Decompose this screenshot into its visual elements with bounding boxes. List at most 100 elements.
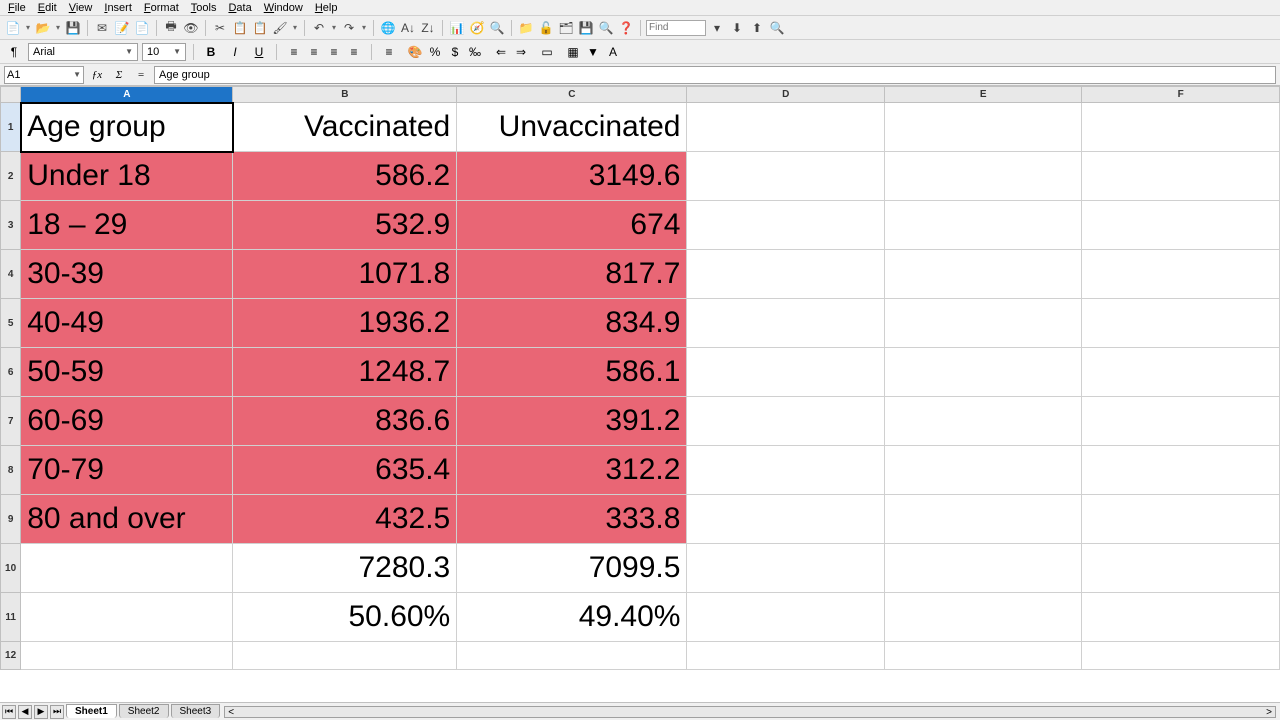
row-header-10[interactable]: 10 — [1, 544, 21, 593]
toolbar-btn-7[interactable]: 👁 — [182, 19, 200, 37]
cell-E2[interactable] — [884, 152, 1082, 201]
cell-C6[interactable]: 586.1 — [457, 348, 687, 397]
row-header-2[interactable]: 2 — [1, 152, 21, 201]
toolbar-btn-3[interactable]: ✉ — [93, 19, 111, 37]
cell-F9[interactable] — [1082, 495, 1280, 544]
cell-F6[interactable] — [1082, 348, 1280, 397]
cell-A1[interactable]: Age group — [21, 103, 233, 152]
cell-D1[interactable] — [687, 103, 885, 152]
cell-D2[interactable] — [687, 152, 885, 201]
toolbar-btn-12[interactable]: ↶ — [310, 19, 328, 37]
menu-insert[interactable]: Insert — [100, 0, 136, 15]
row-header-5[interactable]: 5 — [1, 299, 21, 348]
tab-nav-first[interactable]: ⏮ — [2, 705, 16, 719]
cell-F5[interactable] — [1082, 299, 1280, 348]
toolbar-btn-11[interactable]: 🖌 — [271, 19, 289, 37]
cell-A10[interactable] — [21, 544, 233, 593]
toolbar-btn-24[interactable]: 🔍 — [597, 19, 615, 37]
col-header-B[interactable]: B — [233, 87, 457, 103]
toolbar-btn-25[interactable]: ❓ — [617, 19, 635, 37]
toolbar-btn-4[interactable]: 📝 — [113, 19, 131, 37]
bold-button[interactable]: B — [201, 43, 221, 61]
toolbar-btn-8[interactable]: ✂ — [211, 19, 229, 37]
cell-D8[interactable] — [687, 446, 885, 495]
styles-icon[interactable]: ¶ — [4, 43, 24, 61]
menu-file[interactable]: File — [4, 0, 30, 15]
menu-help[interactable]: Help — [311, 0, 342, 15]
fx-button[interactable]: ƒx — [88, 66, 106, 84]
cell-B6[interactable]: 1248.7 — [233, 348, 457, 397]
toolbar-btn-13[interactable]: ↷ — [340, 19, 358, 37]
name-box[interactable]: A1 ▼ — [4, 66, 84, 84]
fmt-misc-8[interactable]: ▦ — [563, 43, 583, 61]
fmt-misc-7[interactable]: ▭ — [537, 43, 557, 61]
select-all-corner[interactable] — [1, 87, 21, 103]
cell-A2[interactable]: Under 18 — [21, 152, 233, 201]
toolbar-btn-10[interactable]: 📋 — [251, 19, 269, 37]
cell-C5[interactable]: 834.9 — [457, 299, 687, 348]
cell-D10[interactable] — [687, 544, 885, 593]
tab-nav-last[interactable]: ⏭ — [50, 705, 64, 719]
cell-D11[interactable] — [687, 593, 885, 642]
cell-A7[interactable]: 60-69 — [21, 397, 233, 446]
sheet-tab-sheet3[interactable]: Sheet3 — [171, 704, 221, 718]
cell-F12[interactable] — [1082, 642, 1280, 670]
menu-format[interactable]: Format — [140, 0, 183, 15]
row-header-4[interactable]: 4 — [1, 250, 21, 299]
cell-A5[interactable]: 40-49 — [21, 299, 233, 348]
cell-C12[interactable] — [457, 642, 687, 670]
cell-C9[interactable]: 333.8 — [457, 495, 687, 544]
toolbar-btn-2[interactable]: 💾 — [64, 19, 82, 37]
cell-A4[interactable]: 30-39 — [21, 250, 233, 299]
cell-F11[interactable] — [1082, 593, 1280, 642]
cell-E3[interactable] — [884, 201, 1082, 250]
italic-button[interactable]: I — [225, 43, 245, 61]
col-header-F[interactable]: F — [1082, 87, 1280, 103]
cell-E5[interactable] — [884, 299, 1082, 348]
cell-B8[interactable]: 635.4 — [233, 446, 457, 495]
cell-F8[interactable] — [1082, 446, 1280, 495]
cell-A8[interactable]: 70-79 — [21, 446, 233, 495]
row-header-7[interactable]: 7 — [1, 397, 21, 446]
cell-B9[interactable]: 432.5 — [233, 495, 457, 544]
find-ctrl[interactable]: ▾ — [708, 19, 726, 37]
find-input[interactable] — [646, 20, 706, 36]
fmt-misc-0[interactable]: ≡ — [379, 43, 399, 61]
tab-nav-next[interactable]: ▶ — [34, 705, 48, 719]
cell-E12[interactable] — [884, 642, 1082, 670]
cell-E10[interactable] — [884, 544, 1082, 593]
col-header-D[interactable]: D — [687, 87, 885, 103]
toolbar-btn-1[interactable]: 📂 — [34, 19, 52, 37]
cell-D7[interactable] — [687, 397, 885, 446]
cell-E8[interactable] — [884, 446, 1082, 495]
toolbar-btn-17[interactable]: 📊 — [448, 19, 466, 37]
cell-C1[interactable]: Unvaccinated — [457, 103, 687, 152]
cell-D5[interactable] — [687, 299, 885, 348]
row-header-1[interactable]: 1 — [1, 103, 21, 152]
spreadsheet-grid[interactable]: ABCDEF1Age groupVaccinatedUnvaccinated2U… — [0, 86, 1280, 702]
eq-button[interactable]: = — [132, 66, 150, 84]
col-header-C[interactable]: C — [457, 87, 687, 103]
cell-F7[interactable] — [1082, 397, 1280, 446]
toolbar-btn-21[interactable]: 🔓 — [537, 19, 555, 37]
cell-B11[interactable]: 50.60% — [233, 593, 457, 642]
cell-C3[interactable]: 674 — [457, 201, 687, 250]
toolbar-btn-23[interactable]: 💾 — [577, 19, 595, 37]
toolbar-btn-20[interactable]: 📁 — [517, 19, 535, 37]
row-header-9[interactable]: 9 — [1, 495, 21, 544]
row-header-12[interactable]: 12 — [1, 642, 21, 670]
cell-B7[interactable]: 836.6 — [233, 397, 457, 446]
find-ctrl[interactable]: ⬆ — [748, 19, 766, 37]
font-name-combo[interactable]: Arial ▼ — [28, 43, 138, 61]
cell-C4[interactable]: 817.7 — [457, 250, 687, 299]
cell-E11[interactable] — [884, 593, 1082, 642]
sheet-tab-sheet2[interactable]: Sheet2 — [119, 704, 169, 718]
tab-nav-prev[interactable]: ◀ — [18, 705, 32, 719]
align-btn-3[interactable]: ≡ — [344, 43, 364, 61]
menu-edit[interactable]: Edit — [34, 0, 61, 15]
find-ctrl[interactable]: 🔍 — [768, 19, 786, 37]
cell-C2[interactable]: 3149.6 — [457, 152, 687, 201]
toolbar-btn-9[interactable]: 📋 — [231, 19, 249, 37]
underline-button[interactable]: U — [249, 43, 269, 61]
fmt-misc-2[interactable]: % — [425, 43, 445, 61]
